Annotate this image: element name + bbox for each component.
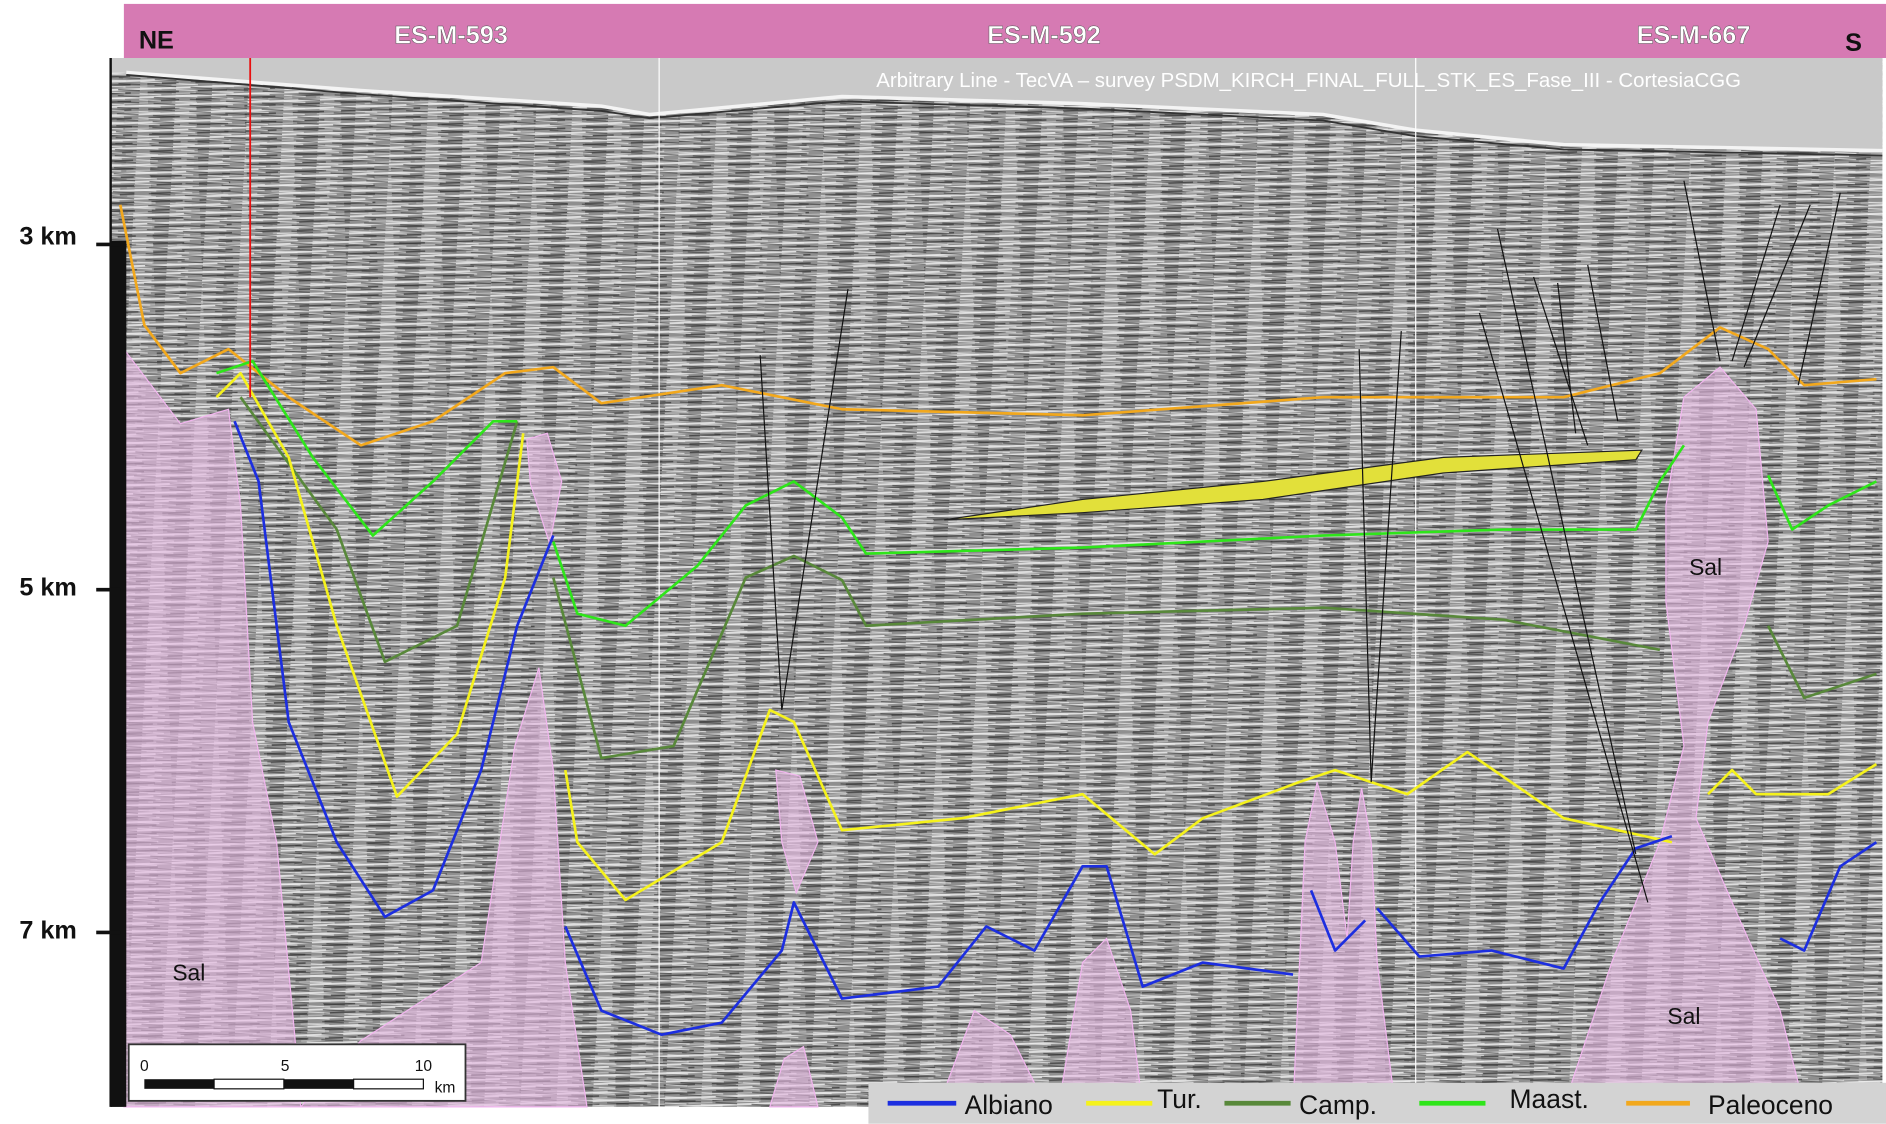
- sand-lens: [944, 449, 1643, 521]
- legend-label: Albiano: [965, 1090, 1053, 1120]
- well-label: ES-M-667: [1637, 22, 1751, 50]
- salt-label: Sal: [172, 960, 205, 986]
- depth-label: 3 km: [19, 222, 77, 250]
- depth-axis: 3 km 5 km 7 km: [19, 58, 127, 1107]
- caption: Arbitrary Line - TecVA – survey PSDM_KIR…: [876, 69, 1741, 92]
- horizons: [118, 204, 1878, 1037]
- legend-label: Tur.: [1157, 1084, 1202, 1114]
- legend-label: Paleoceno: [1708, 1090, 1833, 1120]
- direction-label: NE: [139, 26, 174, 54]
- salt-label: Sal: [1689, 554, 1722, 580]
- depth-label: 7 km: [19, 916, 77, 944]
- salt-bodies: [123, 347, 1805, 1108]
- scale-tick: 5: [281, 1058, 290, 1075]
- seismic-panel: [110, 58, 1883, 1107]
- well-label: ES-M-592: [987, 22, 1101, 50]
- faults: [249, 58, 1841, 903]
- scale-tick: 0: [140, 1058, 149, 1075]
- well-label: ES-M-593: [394, 22, 508, 50]
- scale-tick: 10: [415, 1058, 433, 1075]
- legend-label: Maast.: [1510, 1084, 1589, 1114]
- scale-bar: 0 5 10 km: [127, 1043, 467, 1102]
- direction-label: S: [1845, 29, 1862, 57]
- scale-unit: km: [435, 1079, 456, 1096]
- header-bar: [123, 3, 1886, 59]
- depth-label: 5 km: [19, 574, 77, 602]
- legend-label: Camp.: [1299, 1090, 1377, 1120]
- legend: Albiano Tur. Camp. Maast. Paleoceno: [868, 1082, 1886, 1124]
- salt-label: Sal: [1667, 1003, 1700, 1029]
